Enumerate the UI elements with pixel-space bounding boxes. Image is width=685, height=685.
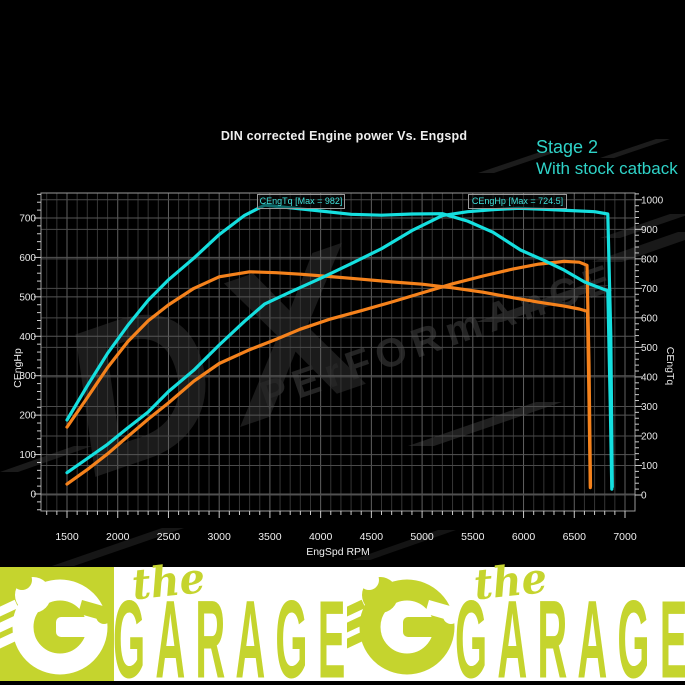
svg-text:700: 700: [19, 213, 36, 224]
garage-logo-unit: the GARAGE: [0, 553, 345, 685]
right-axis-title: CEngTq: [664, 346, 676, 386]
svg-text:3500: 3500: [258, 531, 282, 543]
torque-max-annotation: CEngTq [Max = 982]: [257, 194, 345, 209]
svg-text:400: 400: [641, 372, 658, 383]
left-axis-title: CEngHp: [12, 348, 24, 388]
svg-text:3000: 3000: [208, 531, 232, 543]
svg-text:300: 300: [19, 371, 36, 382]
svg-text:7000: 7000: [613, 531, 637, 543]
catback-label: With stock catback: [536, 159, 678, 178]
svg-text:2000: 2000: [106, 531, 130, 543]
garage-banner: the GARAGE the: [0, 553, 685, 685]
garage-label: GARAGE: [113, 577, 356, 685]
svg-text:500: 500: [641, 343, 658, 354]
svg-text:1500: 1500: [55, 531, 79, 543]
svg-text:6000: 6000: [512, 531, 536, 543]
svg-text:0: 0: [30, 490, 36, 501]
svg-text:700: 700: [641, 284, 658, 295]
stage-label: Stage 2: [536, 137, 599, 157]
svg-text:400: 400: [19, 332, 36, 343]
chart-title: DIN corrected Engine power Vs. Engspd: [220, 129, 468, 143]
svg-text:4500: 4500: [360, 531, 384, 543]
svg-text:2500: 2500: [157, 531, 181, 543]
chart-curves: [65, 203, 614, 491]
svg-text:1000: 1000: [641, 195, 664, 206]
svg-text:500: 500: [19, 292, 36, 303]
svg-text:5000: 5000: [410, 531, 434, 543]
svg-text:6500: 6500: [563, 531, 587, 543]
power-max-annotation: CEngHp [Max = 724.5]: [468, 194, 567, 209]
svg-text:300: 300: [641, 402, 658, 413]
svg-text:200: 200: [641, 431, 658, 442]
dyno-chart: DX PErFORmAnCE 1500 2000 2500 3000 3500 4000 4…: [0, 139, 685, 566]
svg-text:600: 600: [19, 253, 36, 264]
svg-text:800: 800: [641, 254, 658, 265]
svg-text:100: 100: [19, 450, 36, 461]
svg-text:EngSpd RPM: EngSpd RPM: [306, 546, 370, 558]
svg-text:900: 900: [641, 225, 658, 236]
garage-wrench-icon: [347, 567, 461, 681]
chart-axes: 1500 2000 2500 3000 3500 4000 4500 5000 5500 6000…: [19, 193, 664, 558]
svg-text:600: 600: [641, 313, 658, 324]
svg-text:100: 100: [641, 461, 658, 472]
svg-text:4000: 4000: [309, 531, 333, 543]
garage-label: GARAGE: [455, 577, 685, 685]
svg-text:200: 200: [19, 411, 36, 422]
garage-wrench-icon: [0, 567, 114, 681]
svg-text:0: 0: [641, 491, 647, 502]
svg-text:5500: 5500: [461, 531, 485, 543]
garage-logo-unit: the GARAGE: [342, 553, 685, 685]
